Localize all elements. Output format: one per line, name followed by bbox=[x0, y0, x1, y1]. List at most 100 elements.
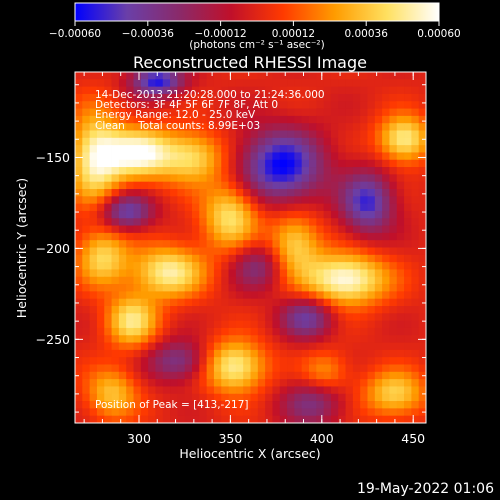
heatmap-cell bbox=[148, 79, 156, 88]
heatmap-cell bbox=[206, 408, 215, 417]
heatmap-cell bbox=[118, 247, 127, 256]
heatmap-cell bbox=[133, 130, 142, 139]
heatmap-cell bbox=[221, 335, 229, 343]
heatmap-cell bbox=[243, 93, 251, 102]
heatmap-cell bbox=[265, 379, 273, 387]
heatmap-cell bbox=[360, 364, 368, 373]
heatmap-cell bbox=[133, 386, 142, 395]
heatmap-cell bbox=[250, 408, 259, 417]
heatmap-cell bbox=[338, 108, 346, 117]
heatmap-cell bbox=[323, 371, 332, 380]
heatmap-cell bbox=[118, 401, 127, 409]
heatmap-cell bbox=[404, 130, 412, 139]
heatmap-cell bbox=[199, 72, 208, 80]
heatmap-cell bbox=[301, 254, 310, 263]
heatmap-cell bbox=[126, 159, 134, 168]
heatmap-cell bbox=[279, 298, 288, 307]
heatmap-cell bbox=[133, 101, 142, 109]
heatmap-cell bbox=[294, 152, 303, 161]
heatmap-cell bbox=[148, 379, 156, 387]
heatmap-cell bbox=[389, 218, 398, 226]
heatmap-cell bbox=[104, 379, 112, 387]
heatmap-cell bbox=[206, 276, 215, 285]
heatmap-cell bbox=[396, 167, 405, 175]
heatmap-cell bbox=[162, 145, 171, 153]
heatmap-cell bbox=[140, 72, 149, 80]
heatmap-cell bbox=[396, 79, 405, 88]
heatmap-cell bbox=[213, 189, 222, 197]
heatmap-cell bbox=[199, 93, 208, 102]
heatmap-cell bbox=[265, 408, 273, 417]
heatmap-cell bbox=[330, 342, 339, 351]
heatmap-cell bbox=[118, 306, 127, 314]
heatmap-cell bbox=[367, 349, 376, 358]
heatmap-cell bbox=[140, 357, 149, 365]
heatmap-cell bbox=[360, 298, 368, 307]
heatmap-cell bbox=[265, 276, 273, 285]
heatmap-cell bbox=[265, 145, 273, 153]
heatmap-cell bbox=[221, 93, 229, 102]
heatmap-cell bbox=[265, 357, 273, 365]
heatmap-cell bbox=[360, 327, 368, 336]
heatmap-cell bbox=[192, 276, 200, 285]
heatmap-cell bbox=[404, 210, 412, 219]
heatmap-cell bbox=[330, 167, 339, 175]
heatmap-cell bbox=[396, 130, 405, 139]
heatmap-cell bbox=[243, 145, 251, 153]
heatmap-cell bbox=[367, 254, 376, 263]
heatmap-cell bbox=[111, 79, 120, 88]
heatmap-cell bbox=[396, 371, 405, 380]
heatmap-cell bbox=[140, 196, 149, 205]
heatmap-cell bbox=[272, 145, 281, 153]
heatmap-cell bbox=[177, 108, 186, 117]
heatmap-cell bbox=[389, 262, 398, 270]
heatmap-cell bbox=[155, 371, 164, 380]
heatmap-cell bbox=[382, 167, 390, 175]
heatmap-cell bbox=[213, 115, 222, 124]
heatmap-cell bbox=[235, 174, 244, 183]
heatmap-cell bbox=[279, 232, 288, 241]
heatmap-cell bbox=[411, 93, 420, 102]
heatmap-cell bbox=[309, 320, 317, 329]
heatmap-cell bbox=[360, 401, 368, 409]
heatmap-cell bbox=[418, 130, 426, 139]
heatmap-cell bbox=[199, 240, 208, 248]
heatmap-cell bbox=[206, 86, 215, 95]
heatmap-cell bbox=[287, 284, 295, 292]
heatmap-cell bbox=[118, 254, 127, 263]
heatmap-cell bbox=[82, 86, 91, 95]
heatmap-cell bbox=[133, 298, 142, 307]
heatmap-cell bbox=[411, 364, 420, 373]
heatmap-cell bbox=[140, 159, 149, 168]
heatmap-cell bbox=[155, 232, 164, 241]
heatmap-cell bbox=[382, 79, 390, 88]
heatmap-cell bbox=[155, 210, 164, 219]
heatmap-cell bbox=[96, 276, 105, 285]
heatmap-cell bbox=[235, 386, 244, 395]
heatmap-cell bbox=[243, 364, 251, 373]
heatmap-cell bbox=[330, 408, 339, 417]
heatmap-cell bbox=[82, 203, 91, 212]
heatmap-cell bbox=[309, 254, 317, 263]
heatmap-cell bbox=[89, 247, 98, 256]
heatmap-cell bbox=[170, 123, 178, 131]
heatmap-cell bbox=[294, 93, 303, 102]
heatmap-cell bbox=[228, 167, 237, 175]
heatmap-cell bbox=[309, 313, 317, 322]
heatmap-cell bbox=[199, 181, 208, 190]
heatmap-cell bbox=[75, 247, 83, 256]
heatmap-cell bbox=[360, 123, 368, 131]
heatmap-cell bbox=[418, 181, 426, 190]
heatmap-cell bbox=[155, 254, 164, 263]
heatmap-cell bbox=[221, 203, 229, 212]
heatmap-cell bbox=[404, 145, 412, 153]
heatmap-cell bbox=[126, 137, 134, 146]
heatmap-cell bbox=[287, 401, 295, 409]
heatmap-cell bbox=[82, 218, 91, 226]
heatmap-cell bbox=[257, 225, 266, 234]
heatmap-cell bbox=[404, 327, 412, 336]
heatmap-cell bbox=[133, 327, 142, 336]
heatmap-cell bbox=[162, 269, 171, 278]
heatmap-cell bbox=[75, 262, 83, 270]
heatmap-cell bbox=[323, 254, 332, 263]
